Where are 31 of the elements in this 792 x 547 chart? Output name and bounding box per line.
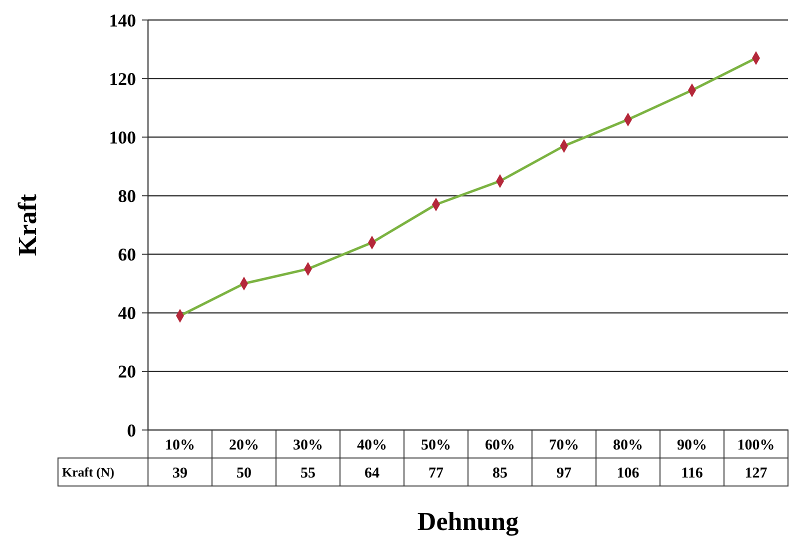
- y-tick-label: 80: [118, 186, 136, 206]
- x-tick-label: 20%: [229, 437, 259, 454]
- x-axis-title: Dehnung: [417, 507, 519, 536]
- x-tick-label: 40%: [357, 437, 387, 454]
- data-label: 77: [428, 465, 444, 482]
- data-label: 39: [172, 465, 188, 482]
- y-tick-label: 20: [118, 362, 136, 382]
- data-label: 50: [236, 465, 252, 482]
- x-tick-label: 10%: [165, 437, 195, 454]
- y-tick-label: 140: [109, 10, 136, 30]
- data-label: 55: [300, 465, 316, 482]
- data-label: 116: [681, 465, 704, 482]
- y-tick-label: 60: [118, 244, 136, 265]
- y-tick-label: 100: [109, 127, 136, 148]
- x-tick-label: 100%: [737, 437, 775, 454]
- y-tick-label: 0: [127, 420, 136, 440]
- text: Kraft (N): [62, 464, 114, 480]
- x-tick-label: 70%: [549, 437, 579, 454]
- x-tick-label: 30%: [293, 437, 323, 454]
- y-axis-title: Kraft: [13, 194, 42, 256]
- x-tick-label: 50%: [421, 437, 451, 454]
- data-label: 127: [744, 465, 768, 482]
- data-label: 97: [556, 465, 572, 482]
- data-label: 106: [616, 465, 640, 482]
- data-label: 85: [492, 465, 508, 482]
- y-tick-label: 120: [109, 68, 136, 89]
- x-tick-label: 90%: [677, 437, 707, 454]
- data-label: 64: [364, 465, 380, 482]
- x-tick-label: 80%: [613, 437, 643, 454]
- y-tick-label: 40: [118, 303, 136, 324]
- x-tick-label: 60%: [485, 437, 515, 454]
